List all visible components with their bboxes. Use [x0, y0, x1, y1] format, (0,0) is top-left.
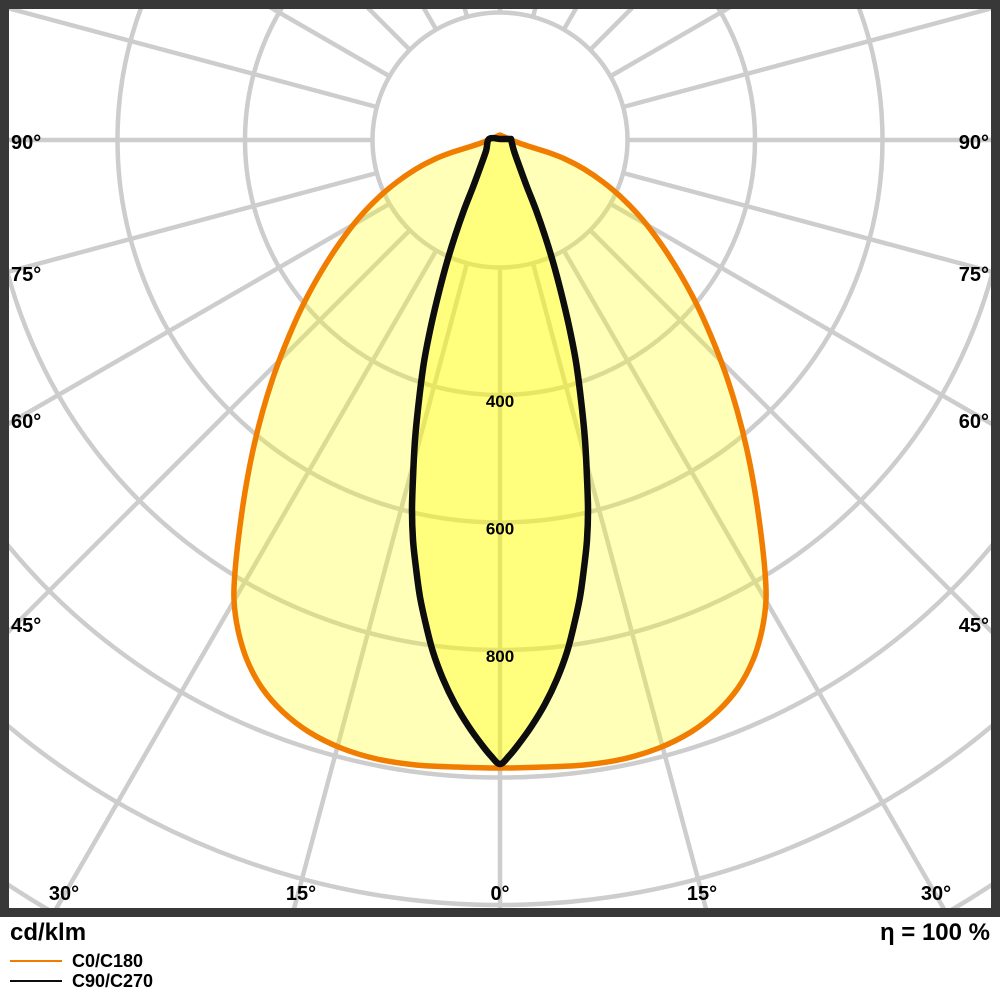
grid-radial-285 [9, 170, 378, 274]
angle-label-right-45: 45° [959, 615, 989, 637]
legend-label-c90-c270: C90/C270 [72, 971, 154, 991]
angle-label-left-60: 60° [11, 411, 41, 433]
legend-line-c0-c180-swatch [10, 959, 62, 963]
legend-row-c90-c270: C90/C270 [10, 971, 153, 991]
angle-label-bottom-0: 0° [490, 883, 509, 905]
curve-c0-c180 [231, 132, 769, 771]
ring-label-800: 800 [486, 647, 514, 666]
ring-label-600: 600 [486, 520, 514, 539]
grid-radial-45 [588, 228, 991, 635]
polar-diagram: 400 600 800 90° 75° 60° 45° 90° 75° 60° 45° 30° 15° 0… [0, 0, 1000, 917]
grid-radial-330 [53, 249, 439, 908]
grid-radial-105 [622, 9, 991, 110]
grid-radial-30 [561, 249, 947, 908]
angle-label-bottom-30: 30° [49, 883, 79, 905]
grid-radial-60 [609, 201, 991, 427]
chart-frame [0, 0, 1000, 917]
legend-label-c0-c180: C0/C180 [72, 951, 144, 971]
angle-label-right-60: 60° [959, 411, 989, 433]
angle-label-left-45: 45° [11, 615, 41, 637]
legend: C0/C180 C90/C270 [10, 951, 153, 991]
legend-row-c0-c180: C0/C180 [10, 951, 153, 971]
polar-diagram-svg: 400 600 800 90° 75° 60° 45° 90° 75° 60° 45° 30° 15° 0… [0, 0, 1000, 917]
ring-label-400: 400 [486, 392, 514, 411]
angle-label-right-90: 90° [959, 132, 989, 154]
angle-label-bottom-15: 15° [286, 883, 316, 905]
grid-radial-75 [622, 170, 991, 274]
grid-radial-255 [9, 9, 378, 110]
angle-label-bottom-15: 15° [687, 883, 717, 905]
angle-label-bottom-30: 30° [921, 883, 951, 905]
units-label: cd/klm [10, 919, 87, 946]
grid-radial-315 [9, 228, 412, 635]
angle-label-left-90: 90° [11, 132, 41, 154]
legend-line-c90-c270-swatch [10, 979, 62, 983]
grid-radial-300 [9, 201, 391, 427]
angle-label-right-75: 75° [959, 264, 989, 286]
curve-c90-c270 [408, 134, 592, 768]
footer: cd/klm η = 100 % C0/C180 C90/C270 [0, 917, 1000, 1000]
efficiency-label: η = 100 % [879, 919, 990, 946]
angle-label-left-75: 75° [11, 264, 41, 286]
